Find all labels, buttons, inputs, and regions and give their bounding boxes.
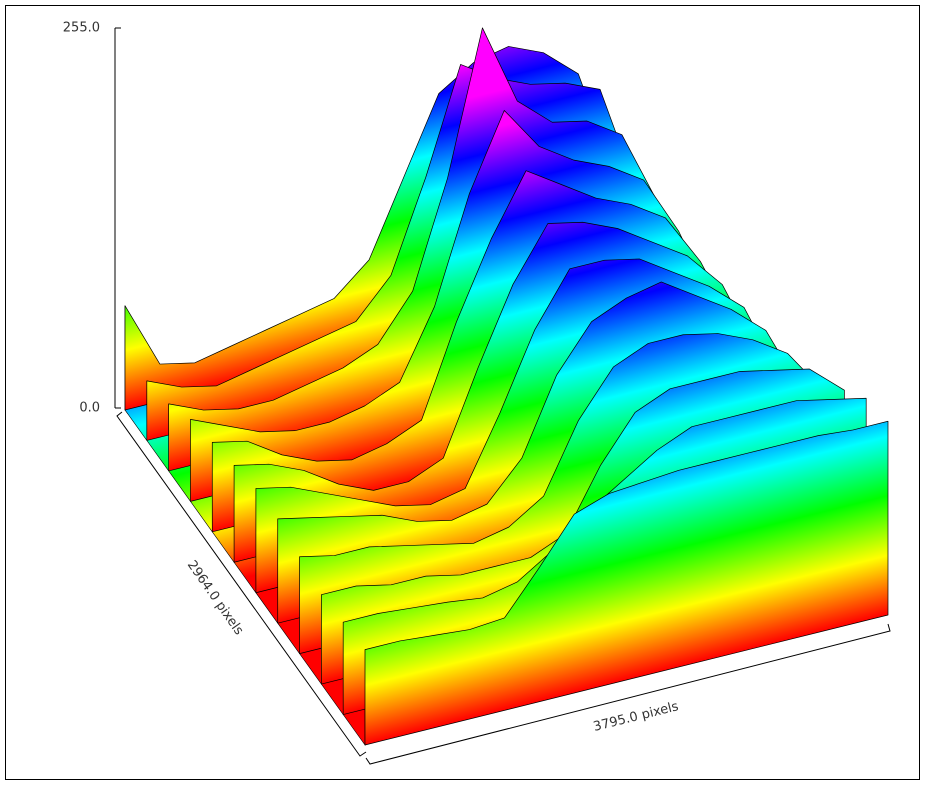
surface-row: [364, 420, 889, 746]
surface: [124, 27, 889, 746]
x-axis: [365, 623, 891, 765]
z-tick-label: 0.0: [79, 401, 100, 416]
z-tick-label: 255.0: [63, 21, 100, 36]
y-axis: [116, 411, 367, 757]
